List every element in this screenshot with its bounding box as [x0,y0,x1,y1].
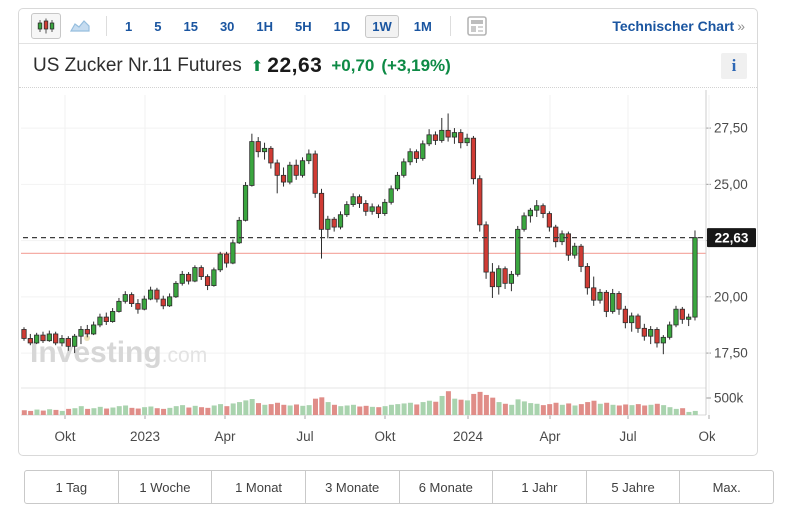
candles-layer [21,113,698,355]
svg-text:Jul: Jul [619,429,636,444]
timeframe-5[interactable]: 5 [147,15,168,38]
timeframe-1d[interactable]: 1D [327,15,358,38]
period-1-monat[interactable]: 1 Monat [211,470,306,504]
svg-text:25,00: 25,00 [714,177,748,192]
info-icon: i [731,55,737,75]
timeframe-5h[interactable]: 5H [288,15,319,38]
last-price-tag: 22,63 [707,228,756,248]
technical-chart-link[interactable]: Technischer Chart» [612,18,745,34]
svg-text:Jul: Jul [296,429,313,444]
time-axis-labels: Okt 2023 Apr Jul Okt 2024 Apr Jul Okt [54,429,719,444]
period-max-[interactable]: Max. [679,470,774,504]
svg-text:2023: 2023 [130,429,160,444]
timeframe-30[interactable]: 30 [213,15,241,38]
chart-toolbar: 1 5 15 30 1H 5H 1D 1W 1M Technischer Chart» [19,9,757,44]
timeframe-1[interactable]: 1 [118,15,139,38]
chart-widget: 1 5 15 30 1H 5H 1D 1W 1M Technischer Chart» US Z… [18,8,758,456]
svg-text:Okt: Okt [54,429,75,444]
instrument-title: US Zucker Nr.11 Futures [33,54,242,76]
period-1-jahr[interactable]: 1 Jahr [492,470,587,504]
last-price: 22,63 [267,53,323,77]
volume-layer [21,391,698,415]
svg-text:Okt: Okt [374,429,395,444]
news-view-button[interactable] [462,13,492,39]
svg-text:2024: 2024 [453,429,484,444]
price-change: +0,70 [331,55,375,75]
svg-text:27,50: 27,50 [714,121,748,136]
time-gridlines [64,95,710,419]
news-icon [467,16,487,36]
price-chart-canvas[interactable]: 27,50 25,00 20,00 17,50 Okt 2023 Apr Jul Okt 2024… [19,88,757,455]
timeframe-1w[interactable]: 1W [365,14,399,38]
volume-axis-label: 500k [714,391,744,406]
timeframe-15[interactable]: 15 [176,15,204,38]
watermark-logo-dot [84,335,90,341]
svg-text:20,00: 20,00 [714,289,748,304]
timeframe-1m[interactable]: 1M [407,15,439,38]
svg-text:Apr: Apr [539,429,561,444]
instrument-header: US Zucker Nr.11 Futures ⬆ 22,63 +0,70 (+… [19,44,757,88]
technical-chart-link-label: Technischer Chart [612,18,735,34]
area-chart-icon [70,20,90,32]
svg-text:22,63: 22,63 [715,230,749,245]
period-3-monate[interactable]: 3 Monate [304,470,400,504]
up-arrow-icon: ⬆ [250,57,264,75]
toolbar-divider [449,16,451,36]
period-1-woche[interactable]: 1 Woche [117,470,213,504]
candlestick-chart-icon [37,18,55,34]
period-6-monate[interactable]: 6 Monate [398,470,494,504]
period-button-group: 1 Tag 1 Woche 1 Monat 3 Monate 6 Monate 1 Jah… [24,470,774,504]
price-change-percent: (+3,19%) [381,55,451,75]
chevron-right-icon: » [737,18,745,34]
area-chart-button[interactable] [65,13,95,39]
period-5-jahre[interactable]: 5 Jahre [585,470,681,504]
svg-text:17,50: 17,50 [714,346,748,361]
svg-text:Apr: Apr [214,429,236,444]
timeframe-1h[interactable]: 1H [249,15,280,38]
period-1-tag[interactable]: 1 Tag [24,470,119,504]
info-button[interactable]: i [721,52,747,79]
timeframe-group: 1 5 15 30 1H 5H 1D 1W 1M [118,14,439,38]
candlestick-chart-button[interactable] [31,13,61,39]
svg-text:Okt: Okt [698,429,719,444]
toolbar-divider [106,16,107,36]
chart-region: 27,50 25,00 20,00 17,50 Okt 2023 Apr Jul Okt 2024… [19,88,757,455]
